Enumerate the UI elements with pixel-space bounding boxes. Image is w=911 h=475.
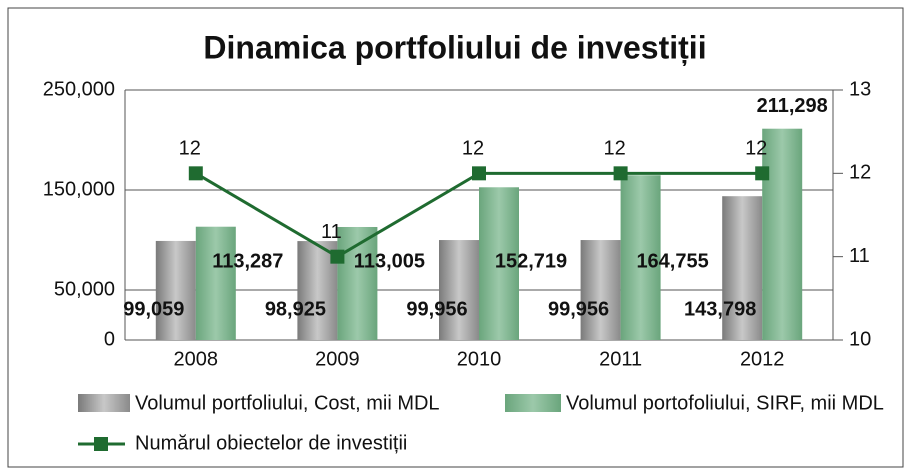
bar	[620, 175, 661, 340]
value-label: 98,925	[265, 298, 326, 320]
value-label: 152,719	[495, 250, 567, 272]
line-marker	[755, 166, 770, 181]
bar	[580, 240, 621, 340]
legend-label: Numărul obiectelor de investiții	[135, 432, 407, 454]
y-tick-label: 50,000	[54, 278, 115, 300]
value-label: 99,059	[123, 298, 184, 320]
y2-tick-label: 12	[849, 162, 871, 184]
line-marker	[472, 166, 486, 181]
legend-swatch	[505, 394, 561, 412]
line-marker	[188, 166, 203, 181]
line-marker	[330, 249, 345, 264]
x-tick-label: 2009	[315, 348, 360, 370]
legend-label: Volumul portofoliului, SIRF, mii MDL	[566, 392, 884, 414]
x-tick-label: 2010	[457, 348, 502, 370]
line-label: 12	[745, 138, 767, 160]
line-label: 12	[603, 138, 625, 160]
bar	[722, 196, 763, 340]
line-marker	[613, 166, 628, 181]
bar	[439, 240, 479, 340]
y2-tick-label: 13	[849, 78, 871, 100]
legend-label: Volumul portfoliului, Cost, mii MDL	[135, 392, 440, 414]
value-label: 211,298	[757, 95, 828, 117]
value-label: 99,956	[406, 298, 467, 320]
value-label: 164,755	[636, 250, 708, 272]
bar	[155, 240, 196, 340]
legend-swatch	[78, 394, 130, 412]
x-tick-label: 2012	[740, 348, 785, 370]
chart-title: Dinamica portfoliului de investiții	[203, 29, 706, 65]
y-tick-label: 150,000	[43, 178, 115, 200]
line-label: 11	[321, 221, 342, 243]
bar	[479, 187, 519, 340]
y-tick-label: 0	[104, 328, 115, 350]
bar	[195, 226, 236, 340]
value-label: 113,287	[212, 250, 283, 272]
value-label: 99,956	[548, 298, 609, 320]
x-tick-label: 2008	[174, 348, 219, 370]
x-tick-label: 2011	[599, 348, 642, 370]
legend-swatch	[94, 437, 108, 451]
value-label: 113,005	[354, 250, 425, 272]
bar	[762, 128, 803, 340]
line-label: 12	[462, 138, 484, 160]
value-label: 143,798	[684, 298, 756, 320]
y2-tick-label: 10	[849, 328, 871, 350]
y2-tick-label: 11	[849, 245, 870, 267]
y-tick-label: 250,000	[43, 78, 115, 100]
line-label: 12	[179, 138, 201, 160]
